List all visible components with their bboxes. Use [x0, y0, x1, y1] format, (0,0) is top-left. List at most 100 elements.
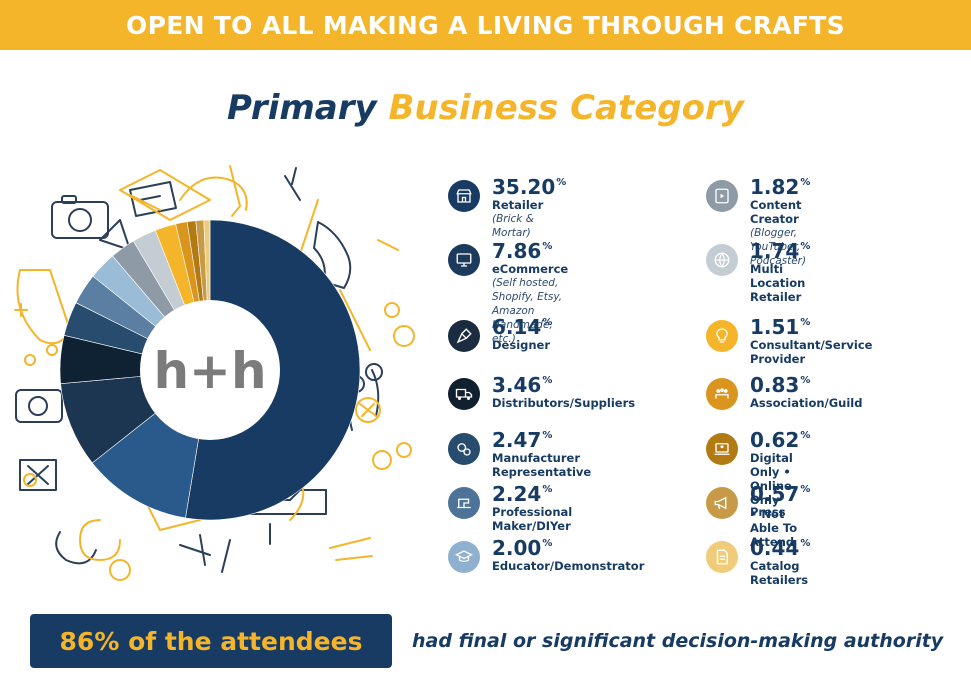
- legend-percentage: 7.86%: [492, 236, 568, 262]
- megaphone-icon: [706, 487, 738, 519]
- donut-hole: [140, 300, 280, 440]
- percent-sign: %: [556, 177, 567, 188]
- percent-sign: %: [800, 538, 811, 549]
- legend-label: Distributors/Suppliers: [492, 396, 636, 410]
- legend-sublabel: Amazon Handmade, etc.): [492, 305, 553, 345]
- legend-label: Designer: [492, 338, 551, 352]
- legend-label: Retailer: [492, 198, 544, 212]
- percent-sign: %: [800, 484, 811, 495]
- legend-value: 0.57: [750, 482, 800, 506]
- legend-percentage: 1.82%: [750, 172, 810, 198]
- legend-item: 0.83% Association/Guild: [706, 370, 862, 410]
- title-part-1: Primary: [227, 88, 377, 128]
- legend-item: 0.44% Catalog Retailers: [706, 533, 810, 587]
- legend-item: 2.24% Professional Maker/DIYer: [448, 479, 572, 533]
- legend-item: 6.14% Designer: [448, 312, 552, 352]
- legend-label: Multi Location Retailer: [750, 262, 806, 304]
- legend-percentage: 3.46%: [492, 370, 635, 396]
- percent-sign: %: [800, 177, 811, 188]
- graduation-cap-icon: [448, 541, 480, 573]
- legend-label: Catalog Retailers: [750, 559, 809, 587]
- page-title: Primary Business Category: [0, 88, 971, 128]
- percent-sign: %: [800, 317, 811, 328]
- decision-authority-text: had final or significant decision-making…: [412, 630, 944, 652]
- legend-percentage: 2.24%: [492, 479, 572, 505]
- globe-icon: [706, 244, 738, 276]
- percent-sign: %: [800, 241, 811, 252]
- pen-tool-icon: [448, 320, 480, 352]
- legend-percentage: 0.83%: [750, 370, 862, 396]
- legend-value: 0.62: [750, 428, 800, 452]
- legend-value: 1.51: [750, 315, 800, 339]
- legend-percentage: 0.57%: [750, 479, 810, 505]
- percent-sign: %: [800, 375, 811, 386]
- legend-label: Consultant/Service Provider: [750, 338, 873, 366]
- business-category-donut-chart: h+h: [60, 220, 360, 520]
- legend-value: 0.44: [750, 536, 800, 560]
- legend-percentage: 1.51%: [750, 312, 872, 338]
- legend-sublabel: (Blogger, YouTuber,: [750, 227, 801, 253]
- legend-percentage: 2.47%: [492, 425, 591, 451]
- legend-label: eCommerce: [492, 262, 569, 276]
- percent-sign: %: [542, 317, 553, 328]
- legend-sublabel: (Self hosted, Shopify, Etsy,: [492, 277, 563, 303]
- legend-value: 6.14: [492, 315, 542, 339]
- legend-label: Educator/Demonstrator: [492, 559, 645, 573]
- percent-sign: %: [542, 241, 553, 252]
- legend-percentage: 6.14%: [492, 312, 552, 338]
- legend-value: 2.00: [492, 536, 542, 560]
- legend-item: 2.47% Manufacturer Representative: [448, 425, 591, 479]
- video-icon: [706, 180, 738, 212]
- attendee-highlight-text: 86% of the attendees: [59, 626, 363, 656]
- percent-sign: %: [542, 538, 553, 549]
- legend-label: Professional Maker/DIYer: [492, 505, 573, 533]
- legend-percentage: 0.62%: [750, 425, 810, 451]
- legend-value: 0.83: [750, 373, 800, 397]
- document-icon: [706, 541, 738, 573]
- legend-label: Association/Guild: [750, 396, 863, 410]
- legend-value: 2.24: [492, 482, 542, 506]
- legend-percentage: 0.44%: [750, 533, 810, 559]
- percent-sign: %: [542, 430, 553, 441]
- legend-value: 35.20: [492, 175, 556, 199]
- legend-item: 1.51% Consultant/Service Provider: [706, 312, 872, 366]
- storefront-icon: [448, 180, 480, 212]
- title-part-2: Business Category: [388, 88, 744, 128]
- legend-label: Content Creator: [750, 198, 802, 226]
- legend-percentage: 35.20%: [492, 172, 566, 198]
- legend-value: 2.47: [492, 428, 542, 452]
- top-banner: OPEN TO ALL MAKING A LIVING THROUGH CRAF…: [0, 0, 971, 50]
- legend-label: • Not Able To Attend: [750, 507, 798, 549]
- percent-sign: %: [800, 430, 811, 441]
- legend-value: 1.74: [750, 239, 800, 263]
- legend-percentage: 1.74%: [750, 236, 810, 262]
- legend-item: 2.00% Educator/Demonstrator: [448, 533, 644, 573]
- truck-icon: [448, 378, 480, 410]
- legend-item: 35.20% Retailer (Brick & Mortar): [448, 172, 566, 240]
- legend-item: 1.82% Content Creator (Blogger, YouTuber, P…: [706, 172, 810, 268]
- legend-item: 0.62% Digital Only • Online Only • Not Abl…: [706, 425, 810, 549]
- group-icon: [706, 378, 738, 410]
- legend-label: Manufacturer Representative: [492, 451, 592, 479]
- legend-value: 3.46: [492, 373, 542, 397]
- legend-item: 7.86% eCommerce (Self hosted, Shopify, Ets…: [448, 236, 568, 346]
- legend-value: 1.82: [750, 175, 800, 199]
- lightbulb-icon: [706, 320, 738, 352]
- legend-item: 3.46% Distributors/Suppliers: [448, 370, 635, 410]
- sewing-machine-icon: [448, 487, 480, 519]
- gears-icon: [448, 433, 480, 465]
- laptop-user-icon: [706, 433, 738, 465]
- legend-item: 0.57% Press: [706, 479, 810, 519]
- percent-sign: %: [542, 484, 553, 495]
- legend-sublabel: Podcaster): [750, 255, 807, 267]
- hh-logo: h+h: [153, 342, 266, 400]
- attendee-highlight-box: 86% of the attendees: [30, 614, 392, 668]
- monitor-icon: [448, 244, 480, 276]
- percent-sign: %: [542, 375, 553, 386]
- legend-label: Press: [750, 505, 786, 519]
- legend-percentage: 2.00%: [492, 533, 644, 559]
- legend-label: Digital Only • Online Only: [750, 451, 793, 507]
- legend-sublabel: (Brick & Mortar): [492, 213, 534, 239]
- legend-item: 1.74% Multi Location Retailer: [706, 236, 810, 304]
- legend-value: 7.86: [492, 239, 542, 263]
